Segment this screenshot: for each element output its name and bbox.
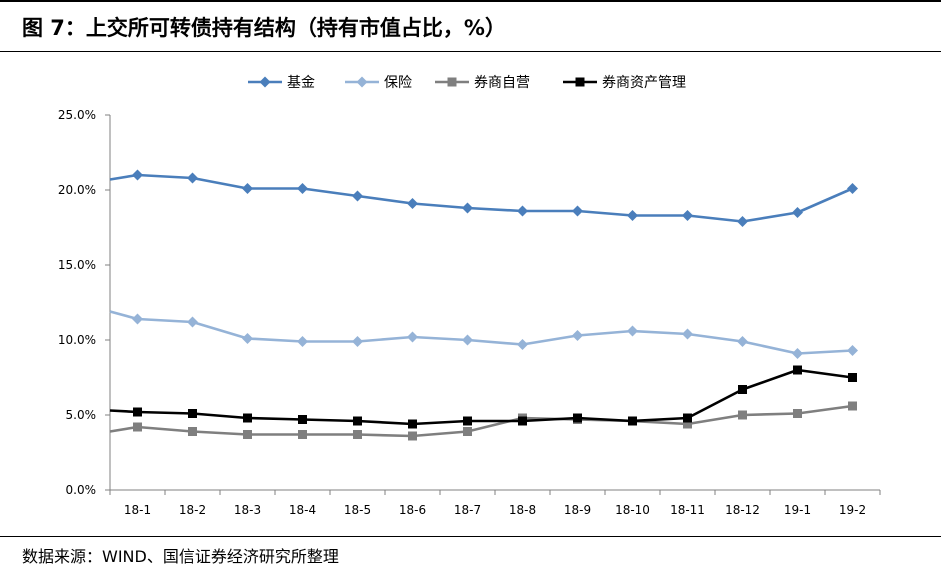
data-point <box>517 205 528 217</box>
data-point <box>737 216 748 227</box>
data-point <box>133 407 142 417</box>
data-point <box>627 325 638 337</box>
data-point <box>188 409 197 418</box>
data-point <box>738 385 747 394</box>
x-tick-label: 18-9 <box>564 503 591 517</box>
data-point <box>298 430 307 439</box>
y-tick-label: 15.0% <box>58 258 96 272</box>
data-point <box>627 210 638 221</box>
legend-item: 基金 <box>248 74 315 91</box>
data-point <box>187 316 198 328</box>
data-point <box>848 401 857 411</box>
data-point <box>243 413 252 423</box>
data-point <box>259 76 271 88</box>
series-broker_am <box>109 365 857 429</box>
data-point <box>242 183 253 194</box>
data-point <box>352 336 363 347</box>
data-point <box>133 422 142 432</box>
x-tick-label: 18-12 <box>725 503 760 517</box>
series-insurance <box>109 310 858 359</box>
data-point <box>792 348 803 359</box>
chart-title: 图 7：上交所可转债持有结构（持有市值占比，%） <box>22 16 506 40</box>
axes: 0.0% 5.0% 10.0% 15.0% 20.0% 25.0% 18-1 18-2 18-3… <box>58 108 881 517</box>
data-point <box>297 183 308 194</box>
x-tick-label: 19-2 <box>839 503 866 517</box>
data-point <box>298 415 307 424</box>
data-point <box>848 373 857 382</box>
x-tick-label: 18-2 <box>179 503 206 517</box>
data-point <box>462 202 473 214</box>
data-point <box>447 77 457 87</box>
series-line <box>109 173 854 223</box>
y-tick-label: 0.0% <box>66 483 97 497</box>
x-tick-label: 18-10 <box>615 503 650 517</box>
data-point <box>463 427 472 436</box>
data-point <box>352 190 363 202</box>
line-chart: 基金 保险 券商自营 券商资产管理 0.0% 5.0% 10.0% 15.0% 20.0% 25… <box>58 74 881 517</box>
data-point <box>407 198 418 209</box>
data-point <box>792 207 803 218</box>
legend-label: 券商资产管理 <box>602 75 686 91</box>
legend-item: 保险 <box>345 75 412 91</box>
legend-label: 基金 <box>287 74 315 91</box>
data-point <box>353 416 362 426</box>
data-point <box>188 427 197 436</box>
data-point <box>793 365 802 375</box>
series-line <box>109 310 853 355</box>
data-point <box>793 409 802 418</box>
data-point <box>847 345 858 356</box>
y-tick-label: 5.0% <box>66 408 97 422</box>
data-point <box>243 430 252 439</box>
x-tick-label: 18-11 <box>670 503 705 517</box>
data-point <box>572 330 583 341</box>
data-point <box>683 419 692 429</box>
data-point <box>573 413 582 423</box>
data-point <box>628 416 637 426</box>
data-point <box>356 76 368 88</box>
x-tick-label: 18-6 <box>399 503 426 517</box>
data-point <box>682 210 693 221</box>
legend-item: 券商资产管理 <box>563 75 686 91</box>
data-point <box>738 410 747 420</box>
y-tick-label: 20.0% <box>58 183 96 197</box>
x-tick-label: 18-4 <box>289 503 316 517</box>
data-point <box>737 336 748 347</box>
legend-item: 券商自营 <box>435 75 530 91</box>
data-point <box>408 431 417 441</box>
x-tick-label: 19-1 <box>784 503 811 517</box>
y-tick-label: 10.0% <box>58 333 96 347</box>
series-layer <box>109 169 858 441</box>
data-point <box>462 334 473 346</box>
legend-label: 券商自营 <box>474 75 530 91</box>
legend-label: 保险 <box>384 75 412 91</box>
x-tick-label: 18-7 <box>454 503 481 517</box>
x-tick-label: 18-5 <box>344 503 371 517</box>
data-point <box>297 336 308 347</box>
data-point <box>132 313 143 325</box>
x-tick-label: 18-1 <box>124 503 151 517</box>
x-tick-label: 18-3 <box>234 503 261 517</box>
data-point <box>518 416 527 426</box>
data-point <box>187 172 198 184</box>
series-fund <box>109 169 858 227</box>
legend: 基金 保险 券商自营 券商资产管理 <box>248 74 686 91</box>
data-point <box>847 183 858 194</box>
data-point <box>353 430 362 439</box>
footer-divider <box>0 536 941 537</box>
x-tick-label: 18-8 <box>509 503 536 517</box>
data-point <box>242 333 253 344</box>
source-note: 数据来源：WIND、国信证券经济研究所整理 <box>22 547 339 566</box>
y-tick-label: 25.0% <box>58 108 96 122</box>
data-point <box>682 328 693 340</box>
data-point <box>463 416 472 426</box>
data-point <box>575 77 585 87</box>
data-point <box>517 339 528 350</box>
data-point <box>132 169 143 181</box>
data-point <box>572 205 583 217</box>
data-point <box>683 413 692 423</box>
title-bar: 图 7：上交所可转债持有结构（持有市值占比，%） <box>0 0 941 52</box>
data-point <box>407 331 418 343</box>
data-point <box>408 419 417 429</box>
